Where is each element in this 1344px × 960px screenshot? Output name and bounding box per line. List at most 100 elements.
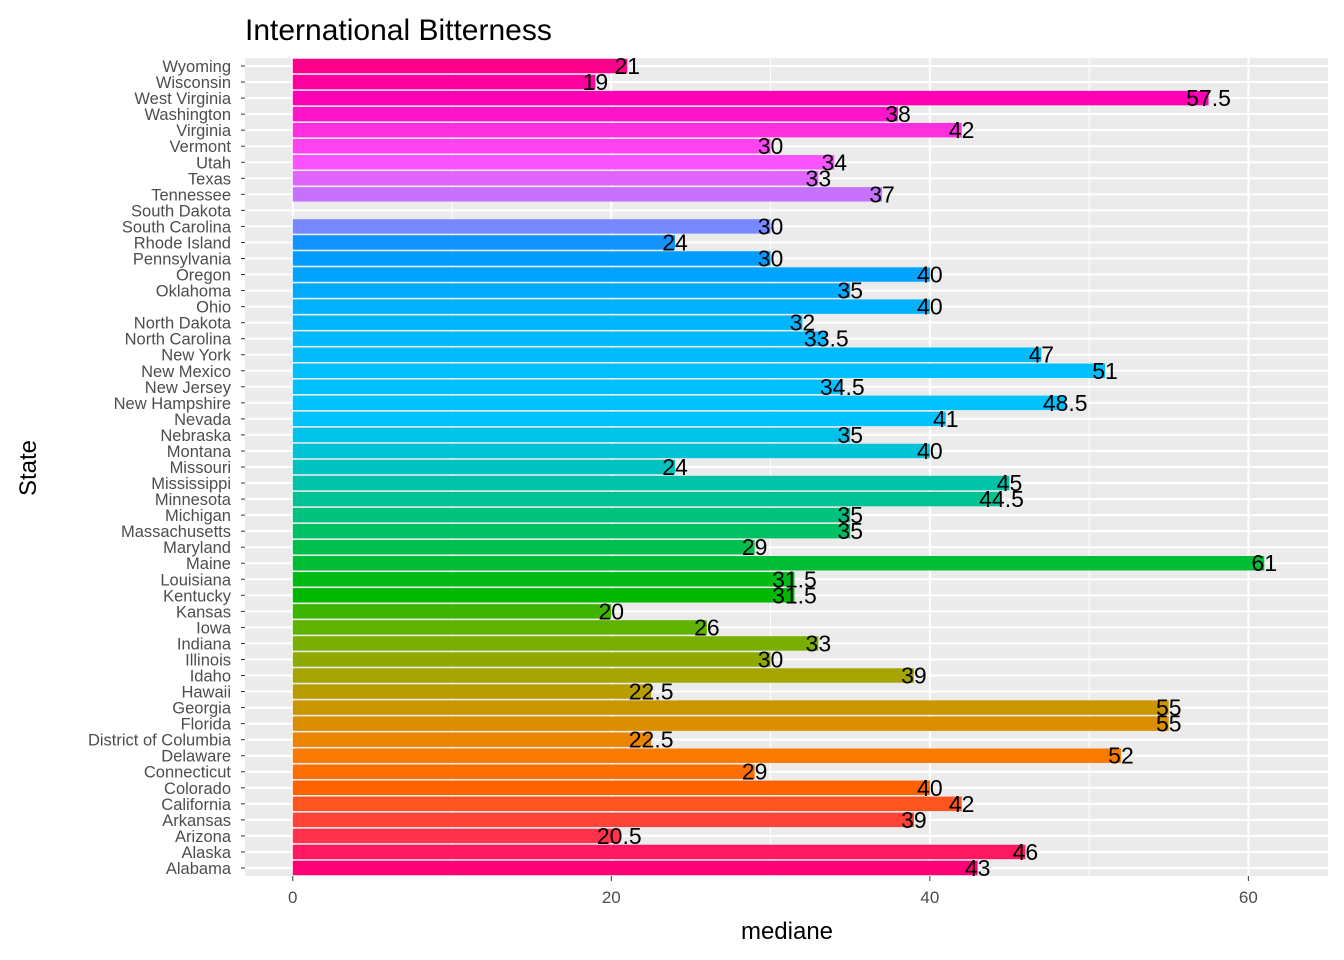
bar bbox=[292, 732, 652, 747]
bar bbox=[292, 507, 851, 523]
y-tick-label: Utah bbox=[196, 154, 231, 172]
data-label: 20 bbox=[599, 598, 625, 624]
data-label: 40 bbox=[917, 775, 943, 801]
y-tick-label: Wisconsin bbox=[156, 74, 231, 92]
x-axis-ticks: 0 20 40 60 bbox=[288, 876, 1258, 907]
bar bbox=[292, 780, 930, 796]
y-tick-label: West Virginia bbox=[134, 90, 231, 108]
data-label: 40 bbox=[917, 294, 943, 320]
x-tick-label: 0 bbox=[288, 888, 297, 907]
data-label: 29 bbox=[742, 759, 768, 785]
data-label: 32 bbox=[790, 310, 816, 336]
y-tick-label: Maryland bbox=[163, 539, 231, 557]
data-label: 46 bbox=[1013, 839, 1039, 865]
bar bbox=[292, 283, 851, 298]
data-label: 34 bbox=[821, 149, 847, 175]
y-tick-label: Colorado bbox=[164, 780, 231, 798]
y-tick-label: Texas bbox=[188, 170, 231, 188]
bar bbox=[292, 235, 676, 250]
data-label: 30 bbox=[758, 213, 784, 239]
y-tick-label: Indiana bbox=[177, 635, 232, 653]
data-labels: 434620.5394240295222.5555522.53930332620… bbox=[583, 53, 1278, 881]
bar bbox=[292, 523, 851, 539]
data-label: 31.5 bbox=[772, 582, 817, 608]
y-tick-label: Illinois bbox=[185, 651, 231, 669]
bar bbox=[292, 828, 620, 844]
data-label: 39 bbox=[901, 663, 927, 689]
y-tick-label: Washington bbox=[144, 106, 231, 124]
data-label: 19 bbox=[583, 69, 609, 95]
data-label: 35 bbox=[837, 502, 863, 528]
y-tick-label: Rhode Island bbox=[134, 234, 231, 252]
bar bbox=[292, 267, 930, 282]
data-label: 55 bbox=[1156, 711, 1182, 737]
y-tick-label: Minnesota bbox=[155, 491, 232, 509]
y-tick-label: California bbox=[161, 796, 232, 814]
data-label: 51 bbox=[1092, 358, 1118, 384]
data-label: 47 bbox=[1029, 342, 1055, 368]
data-label: 29 bbox=[742, 534, 768, 560]
data-label: 43 bbox=[965, 855, 991, 881]
bar bbox=[292, 138, 771, 154]
y-tick-label: South Dakota bbox=[131, 202, 232, 220]
y-tick-label: Louisiana bbox=[160, 571, 231, 589]
y-tick-label: Virginia bbox=[176, 122, 232, 140]
data-label: 30 bbox=[758, 245, 784, 271]
data-label: 35 bbox=[837, 518, 863, 544]
y-tick-label: Nebraska bbox=[160, 427, 231, 445]
y-tick-label: Oklahoma bbox=[156, 283, 232, 301]
data-label: 61 bbox=[1251, 550, 1277, 576]
bar bbox=[292, 299, 930, 314]
bar bbox=[292, 347, 1042, 362]
bar bbox=[292, 475, 1010, 491]
data-label: 42 bbox=[949, 117, 975, 143]
y-tick-label: New Mexico bbox=[141, 363, 231, 381]
bar bbox=[292, 171, 819, 186]
bar bbox=[292, 443, 930, 459]
bar bbox=[292, 636, 819, 651]
y-tick-label: Delaware bbox=[161, 748, 231, 766]
data-label: 35 bbox=[837, 422, 863, 448]
y-tick-label: New Hampshire bbox=[114, 395, 231, 413]
y-tick-label: Montana bbox=[167, 443, 232, 461]
y-tick-label: Oregon bbox=[176, 267, 231, 285]
bar bbox=[292, 90, 1209, 106]
y-tick-label: Hawaii bbox=[181, 684, 231, 702]
data-label: 48.5 bbox=[1043, 390, 1088, 416]
bar bbox=[292, 427, 851, 443]
data-label: 22.5 bbox=[629, 679, 674, 705]
y-tick-label: Ohio bbox=[196, 299, 231, 317]
data-label: 37 bbox=[869, 181, 895, 207]
x-tick-label: 40 bbox=[920, 888, 939, 907]
y-tick-label: South Carolina bbox=[122, 218, 232, 236]
data-label: 30 bbox=[758, 133, 784, 159]
x-tick-label: 20 bbox=[602, 888, 621, 907]
bar bbox=[292, 812, 914, 828]
data-label: 39 bbox=[901, 807, 927, 833]
y-tick-label: Vermont bbox=[170, 138, 232, 156]
y-tick-label: Arizona bbox=[175, 828, 232, 846]
y-tick-label: Nevada bbox=[174, 411, 232, 429]
bar bbox=[292, 844, 1026, 860]
y-tick-label: Massachusetts bbox=[121, 523, 231, 541]
data-label: 35 bbox=[837, 278, 863, 304]
data-label: 30 bbox=[758, 646, 784, 672]
bar bbox=[292, 219, 771, 234]
bar bbox=[292, 411, 946, 427]
bars bbox=[292, 58, 1265, 876]
y-tick-label: Wyoming bbox=[162, 58, 231, 76]
bar bbox=[292, 363, 1106, 378]
bar bbox=[292, 860, 978, 876]
data-label: 40 bbox=[917, 438, 943, 464]
bar bbox=[292, 106, 898, 122]
data-label: 33.5 bbox=[804, 326, 849, 352]
bar bbox=[292, 251, 771, 266]
data-label: 52 bbox=[1108, 743, 1134, 769]
bar bbox=[292, 684, 652, 699]
data-label: 45 bbox=[997, 470, 1023, 496]
data-label: 21 bbox=[614, 53, 640, 79]
y-axis-title: State bbox=[15, 440, 42, 496]
bar bbox=[292, 588, 795, 603]
y-tick-label: North Dakota bbox=[134, 315, 232, 333]
